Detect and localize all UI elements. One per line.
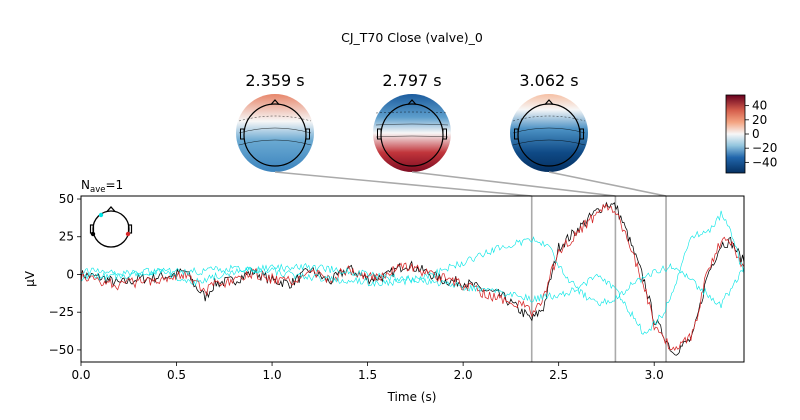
nave-label: Nave=1 <box>81 178 123 195</box>
topomap-time-markers <box>530 196 667 362</box>
x-axis-ticks: 0.0 0.5 1.0 1.5 2.0 2.5 3.0 <box>71 362 664 382</box>
series-line <box>81 203 744 351</box>
colorbar-tick-label: −40 <box>752 155 777 169</box>
colorbar-tick-label: −20 <box>752 141 777 155</box>
topomap-connector <box>548 171 667 197</box>
topomap-left-ear <box>377 128 382 140</box>
sensor-inset <box>89 206 133 248</box>
y-axis-ticks: 50 25 0 −25 −50 <box>49 192 81 357</box>
topomap-contour <box>512 115 586 122</box>
topomap-field <box>373 94 451 172</box>
y-tick-label: −25 <box>49 305 74 319</box>
topomap-right-ear <box>579 128 584 140</box>
topomap-left-ear <box>240 128 245 140</box>
axes-frame <box>80 195 745 363</box>
topomap-nose <box>544 99 554 105</box>
colorbar-gradient <box>725 94 746 174</box>
x-tick-label: 1.5 <box>358 368 377 382</box>
topomap-nose <box>270 99 280 105</box>
topomap-contour <box>375 111 449 114</box>
inset-sensor-marker <box>98 212 104 218</box>
topomap-time-label: 2.359 s <box>245 71 304 90</box>
topomap-nose <box>407 99 417 105</box>
y-tick-label: −50 <box>49 343 74 357</box>
x-tick-label: 1.0 <box>263 368 282 382</box>
y-axis-label: µV <box>23 270 37 287</box>
x-axis-label: Time (s) <box>387 390 437 404</box>
inset-nose <box>106 206 116 212</box>
topomap-right-ear <box>305 128 310 140</box>
topomap: 3.062 s <box>510 71 588 172</box>
x-tick-label: 0.5 <box>167 368 186 382</box>
topomap-row: 2.359 s 2.797 s 3.062 s <box>236 71 588 172</box>
series-line <box>81 236 744 309</box>
topomap: 2.797 s <box>373 71 451 172</box>
colorbar-tick-label: 40 <box>752 99 767 113</box>
topomap-contour <box>238 115 312 122</box>
topomap-right-ear <box>442 128 447 140</box>
topomap-connector <box>411 171 616 197</box>
series-line <box>81 201 744 356</box>
inset-sensor-marker <box>90 231 96 237</box>
x-tick-label: 2.5 <box>549 368 568 382</box>
topomap-time-label: 2.797 s <box>382 71 441 90</box>
axes: 0.0 0.5 1.0 1.5 2.0 2.5 3.0 50 25 0 −25 −50 Time (… <box>23 192 745 404</box>
inset-right-ear <box>127 224 133 234</box>
inset-left-ear <box>89 224 95 234</box>
inset-sensor-marker <box>125 231 131 237</box>
colorbar-tick-label: 0 <box>752 127 760 141</box>
series-group <box>81 201 744 356</box>
series-line <box>81 210 744 335</box>
topomap-left-ear <box>514 128 519 140</box>
topomap-contour <box>238 127 312 134</box>
topomap-connectors <box>274 171 667 197</box>
topomap-contour <box>512 127 586 134</box>
topomap-contour <box>375 135 449 138</box>
topomap-field <box>236 94 314 172</box>
figure-title: CJ_T70 Close (valve)_0 <box>341 30 483 45</box>
topomap: 2.359 s <box>236 71 314 172</box>
colorbar-tick-label: 20 <box>752 113 767 127</box>
y-tick-label: 25 <box>59 230 74 244</box>
topomap-connector <box>274 171 532 197</box>
y-tick-label: 0 <box>66 267 74 281</box>
x-tick-label: 0.0 <box>71 368 90 382</box>
x-tick-label: 3.0 <box>645 368 664 382</box>
y-tick-label: 50 <box>59 192 74 206</box>
x-tick-label: 2.0 <box>454 368 473 382</box>
topomap-field <box>510 94 588 172</box>
topomap-time-label: 3.062 s <box>519 71 578 90</box>
inset-head-outline <box>92 210 130 248</box>
